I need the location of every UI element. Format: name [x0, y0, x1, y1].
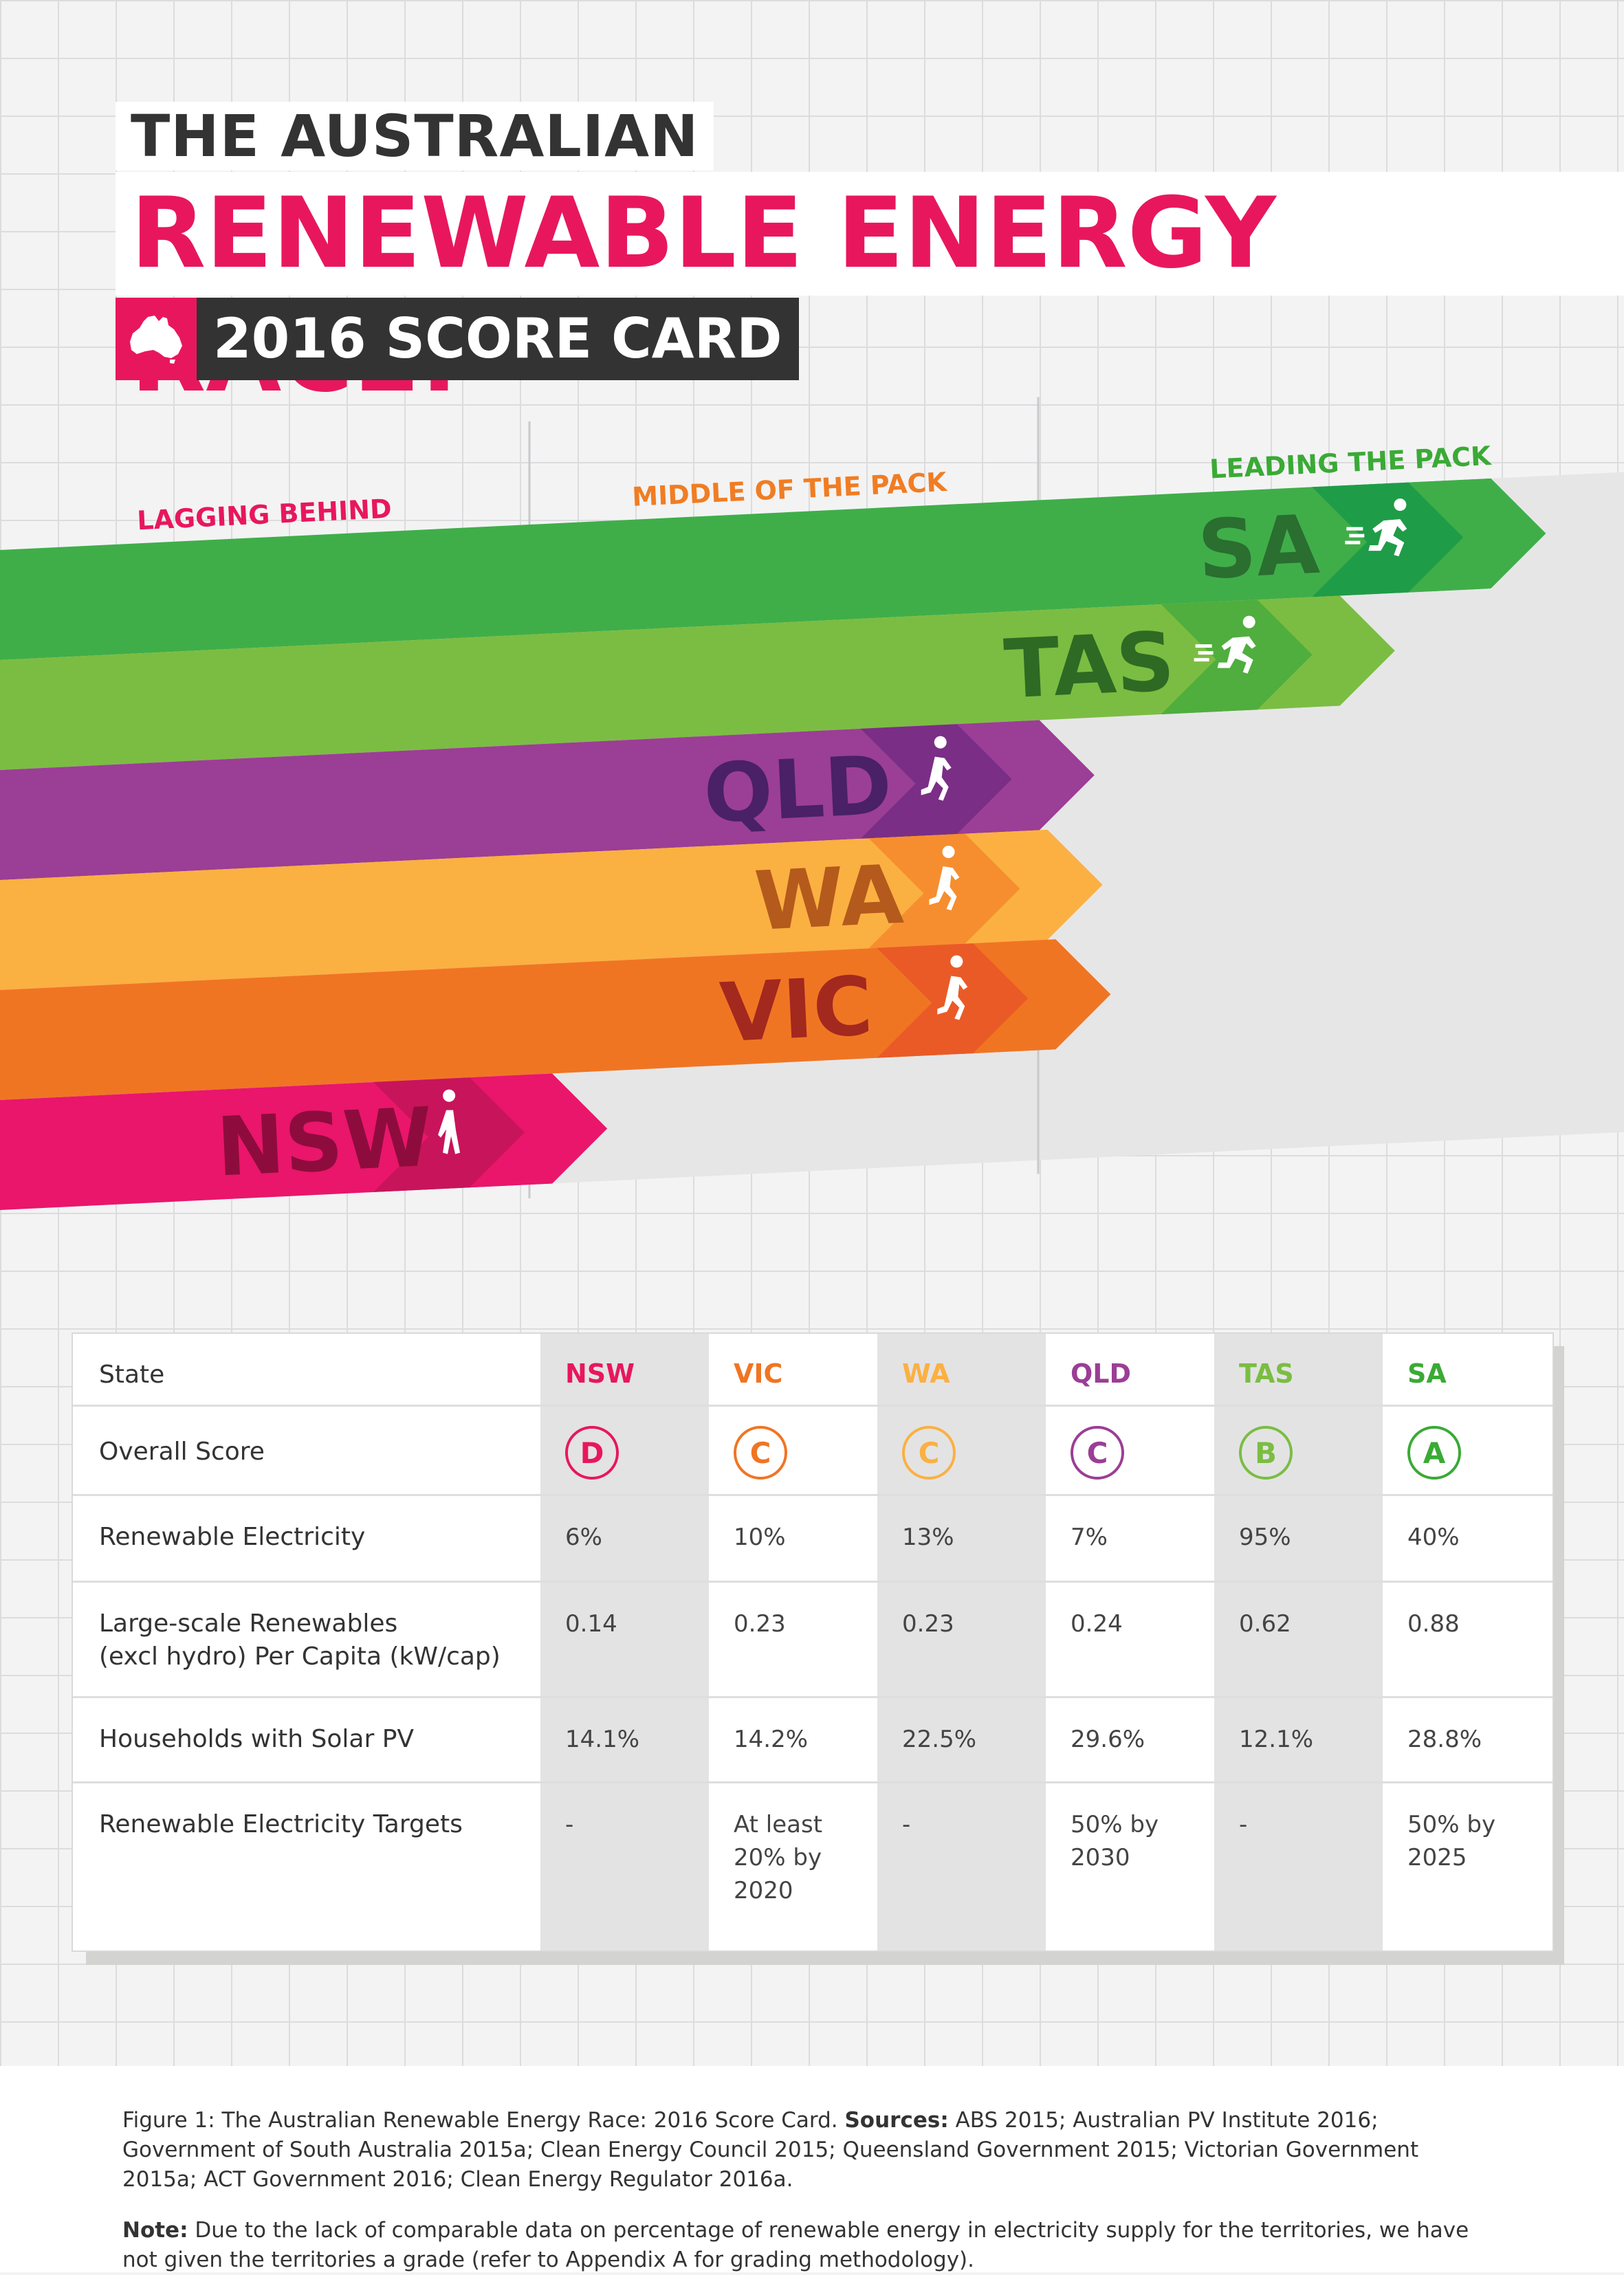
cell-largescale-nsw: 0.14 [565, 1610, 617, 1638]
state-label-vic: VIC [718, 958, 875, 1060]
subtitle-box: 2016 SCORE CARD [116, 298, 799, 380]
cell-solar-nsw: 14.1% [565, 1726, 640, 1753]
chevron-tip [1257, 595, 1395, 710]
cell-solar-qld: 29.6% [1071, 1726, 1145, 1753]
chevron-tip [1408, 478, 1546, 593]
cell-renewable-tas: 95% [1239, 1524, 1291, 1551]
cell-largescale-sa: 0.88 [1407, 1610, 1460, 1638]
note-label: Note: [122, 2218, 188, 2243]
runner-figure [921, 736, 952, 801]
state-header-vic: VIC [734, 1359, 783, 1389]
runner-figure [1368, 498, 1407, 557]
row-divider [73, 1781, 1552, 1783]
row-divider [73, 1494, 1552, 1496]
zone-label: LAGGING BEHIND [136, 494, 392, 536]
title-line-1: THE AUSTRALIAN [116, 102, 714, 171]
grade-badge-vic: C [734, 1426, 787, 1480]
column-bg [877, 1334, 1046, 1950]
chevron-tip [470, 1073, 608, 1188]
cell-largescale-qld: 0.24 [1071, 1610, 1123, 1638]
sources-label: Sources: [844, 2108, 949, 2133]
cell-renewable-nsw: 6% [565, 1524, 602, 1551]
runner-figure [438, 1089, 461, 1154]
cell-renewable-wa: 13% [902, 1524, 954, 1551]
row-label-largescale: Large-scale Renewables (excl hydro) Per … [99, 1609, 501, 1671]
lane-wa [0, 829, 1103, 990]
chevron-tip [973, 939, 1111, 1054]
row-label-state: State [99, 1361, 165, 1389]
runner-icon [1194, 615, 1256, 674]
lane-sa [0, 478, 1546, 660]
column-bg [1214, 1334, 1383, 1950]
cell-solar-vic: 14.2% [734, 1726, 809, 1753]
row-divider [73, 1696, 1552, 1698]
cell-targets-nsw: - [565, 1811, 574, 1838]
cell-renewable-vic: 10% [734, 1524, 786, 1551]
footer: Figure 1: The Australian Renewable Energ… [0, 2066, 1624, 2272]
zone-label: LEADING THE PACK [1209, 441, 1493, 485]
row-divider [73, 1581, 1552, 1583]
title-line-2: RENEWABLE ENERGY RACE: [116, 172, 1624, 414]
cell-targets-wa: - [902, 1811, 911, 1838]
state-header-nsw: NSW [565, 1359, 635, 1389]
state-header-sa: SA [1407, 1359, 1447, 1389]
runner-icon [929, 846, 960, 911]
state-header-qld: QLD [1071, 1359, 1132, 1389]
cell-largescale-tas: 0.62 [1239, 1610, 1291, 1638]
grade-badge-nsw: D [565, 1426, 619, 1480]
column-bg [540, 1334, 709, 1950]
row-divider [73, 1405, 1552, 1407]
grade-badge-qld: C [1071, 1426, 1124, 1480]
state-label-nsw: NSW [215, 1090, 435, 1195]
cell-targets-qld: 50% by 2030 [1071, 1811, 1159, 1871]
state-label-wa: WA [752, 847, 906, 949]
lane-vic [0, 939, 1111, 1100]
row-label-solar: Households with Solar PV [99, 1725, 415, 1753]
note: Note: Due to the lack of comparable data… [122, 2216, 1497, 2275]
runner-figure [1217, 615, 1256, 674]
runner-icon [937, 955, 968, 1020]
runner-figure [929, 846, 960, 911]
sources-text: ABS 2015; Australian PV Institute 2016; … [122, 2108, 1419, 2192]
runner-icon [1345, 498, 1407, 557]
australia-map-icon [116, 298, 197, 380]
grade-badge-tas: B [1239, 1426, 1293, 1480]
chevron-tip [956, 720, 1095, 835]
lane-qld [0, 720, 1095, 880]
caption-label: Figure 1: [122, 2108, 215, 2133]
cell-largescale-vic: 0.23 [734, 1610, 786, 1638]
state-header-tas: TAS [1239, 1359, 1294, 1389]
chevron-tip [965, 829, 1103, 944]
state-label-sa: SA [1196, 497, 1321, 597]
cell-targets-tas: - [1239, 1811, 1248, 1838]
state-label-qld: QLD [701, 738, 894, 842]
cell-solar-tas: 12.1% [1239, 1726, 1314, 1753]
cell-solar-wa: 22.5% [902, 1726, 977, 1753]
score-table: State NSW VIC WA QLD TAS SA Overall Score D C C C B A… [72, 1332, 1554, 1952]
caption-text: The Australian Renewable Energy Race: 20… [215, 2108, 845, 2133]
grade-badge-wa: C [902, 1426, 956, 1480]
runner-icon [438, 1089, 461, 1154]
runner-icon [921, 736, 952, 801]
row-label-score: Overall Score [99, 1438, 265, 1466]
figure-caption: Figure 1: The Australian Renewable Energ… [122, 2106, 1497, 2195]
cell-largescale-wa: 0.23 [902, 1610, 954, 1638]
note-text: Due to the lack of comparable data on pe… [122, 2218, 1469, 2272]
cell-renewable-sa: 40% [1407, 1524, 1460, 1551]
cell-renewable-qld: 7% [1071, 1524, 1108, 1551]
runner-figure [937, 955, 968, 1020]
lane-tas [0, 595, 1395, 770]
state-header-wa: WA [902, 1359, 950, 1389]
cell-solar-sa: 28.8% [1407, 1726, 1482, 1753]
row-label-targets: Renewable Electricity Targets [99, 1810, 463, 1838]
race-track: LAGGING BEHIND MIDDLE OF THE PACK LEADING … [0, 397, 1624, 1210]
cell-targets-sa: 50% by 2025 [1407, 1811, 1496, 1871]
zone-label: MIDDLE OF THE PACK [631, 467, 948, 512]
subtitle: 2016 SCORE CARD [197, 298, 799, 380]
row-label-renewable: Renewable Electricity [99, 1523, 366, 1551]
cell-targets-vic: At least 20% by 2020 [734, 1811, 823, 1904]
state-label-tas: TAS [1002, 614, 1176, 717]
grade-badge-sa: A [1407, 1426, 1461, 1480]
